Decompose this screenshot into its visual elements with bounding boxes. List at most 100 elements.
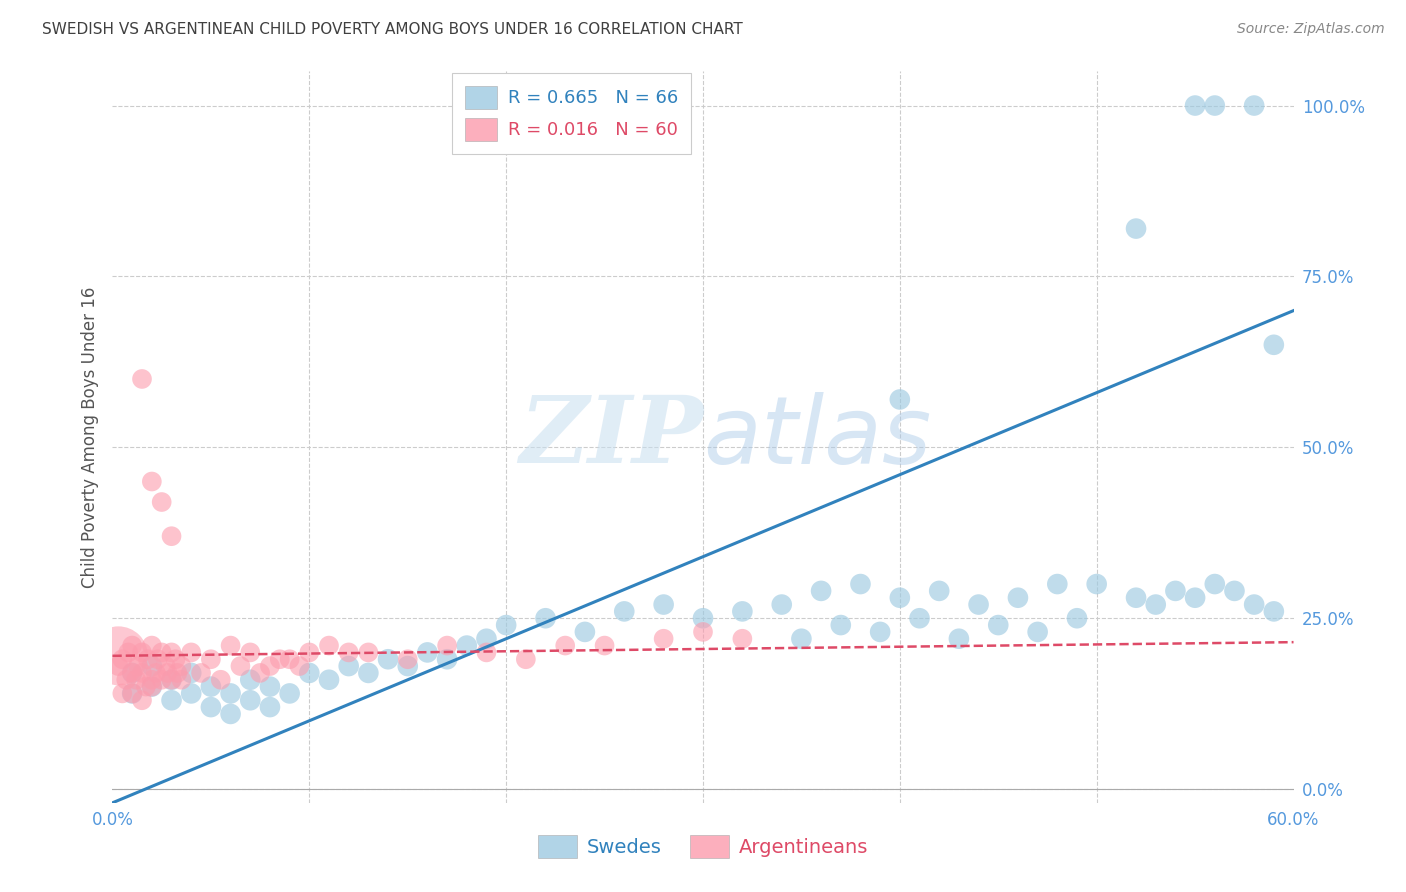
Point (239, 645, 262, 659)
Point (416, 645, 439, 659)
Point (456, 639, 478, 653)
Point (1243, 98, 1265, 112)
Point (298, 645, 321, 659)
Point (180, 665, 202, 680)
Point (692, 611, 714, 625)
Point (160, 673, 183, 687)
Point (166, 665, 188, 680)
Point (908, 611, 931, 625)
Point (150, 645, 173, 659)
Text: atlas: atlas (703, 392, 931, 483)
Point (165, 652, 187, 666)
Point (136, 652, 159, 666)
Point (554, 639, 576, 653)
Point (967, 598, 990, 612)
Point (1026, 624, 1049, 639)
Point (830, 618, 852, 632)
Point (229, 659, 252, 673)
Point (170, 673, 193, 687)
Text: ZIP: ZIP (519, 392, 703, 482)
Point (200, 700, 222, 714)
Point (239, 693, 262, 707)
Point (141, 639, 163, 653)
Point (613, 604, 636, 618)
Y-axis label: Child Poverty Among Boys Under 16: Child Poverty Among Boys Under 16 (80, 286, 98, 588)
Point (1007, 591, 1029, 605)
Point (515, 652, 537, 666)
Point (593, 639, 616, 653)
Point (436, 639, 458, 653)
Point (117, 645, 139, 659)
Point (141, 680, 163, 694)
Point (131, 645, 153, 659)
Point (141, 659, 163, 673)
Point (1204, 577, 1226, 591)
Point (534, 611, 557, 625)
Point (160, 673, 183, 687)
Point (259, 700, 281, 714)
Point (1263, 604, 1285, 618)
Point (160, 529, 183, 543)
Point (1046, 577, 1069, 591)
Point (1204, 98, 1226, 112)
Point (200, 652, 222, 666)
Point (259, 659, 281, 673)
Point (278, 652, 301, 666)
Point (121, 665, 143, 680)
Point (121, 639, 143, 653)
Point (475, 632, 498, 646)
Point (131, 693, 153, 707)
Point (219, 706, 242, 721)
Point (889, 591, 911, 605)
Point (127, 659, 149, 673)
Point (357, 665, 380, 680)
Point (107, 659, 129, 673)
Point (249, 665, 271, 680)
Point (141, 680, 163, 694)
Point (377, 652, 399, 666)
Point (396, 652, 419, 666)
Point (125, 673, 148, 687)
Point (692, 624, 714, 639)
Point (190, 665, 212, 680)
Point (731, 632, 754, 646)
Point (160, 693, 183, 707)
Point (121, 686, 143, 700)
Point (1085, 577, 1108, 591)
Text: SWEDISH VS ARGENTINEAN CHILD POVERTY AMONG BOYS UNDER 16 CORRELATION CHART: SWEDISH VS ARGENTINEAN CHILD POVERTY AMO… (42, 22, 742, 37)
Point (1144, 598, 1167, 612)
Point (731, 604, 754, 618)
Point (121, 665, 143, 680)
Point (1125, 221, 1147, 235)
Point (156, 665, 179, 680)
Point (200, 680, 222, 694)
Point (131, 372, 153, 386)
Point (131, 665, 153, 680)
Point (1263, 338, 1285, 352)
Point (1184, 98, 1206, 112)
Point (337, 659, 360, 673)
Point (107, 648, 129, 663)
Point (141, 475, 163, 489)
Point (396, 659, 419, 673)
Point (1164, 583, 1187, 598)
Point (111, 652, 134, 666)
Point (889, 392, 911, 407)
Point (141, 673, 163, 687)
Point (652, 632, 675, 646)
Point (1066, 611, 1088, 625)
Point (219, 686, 242, 700)
Point (770, 598, 793, 612)
Point (209, 673, 232, 687)
Point (259, 680, 281, 694)
Point (652, 598, 675, 612)
Point (810, 583, 832, 598)
Point (160, 645, 183, 659)
Point (987, 618, 1010, 632)
Point (869, 624, 891, 639)
Point (180, 686, 202, 700)
Point (239, 673, 262, 687)
Point (180, 645, 202, 659)
Point (150, 673, 173, 687)
Point (1243, 598, 1265, 612)
